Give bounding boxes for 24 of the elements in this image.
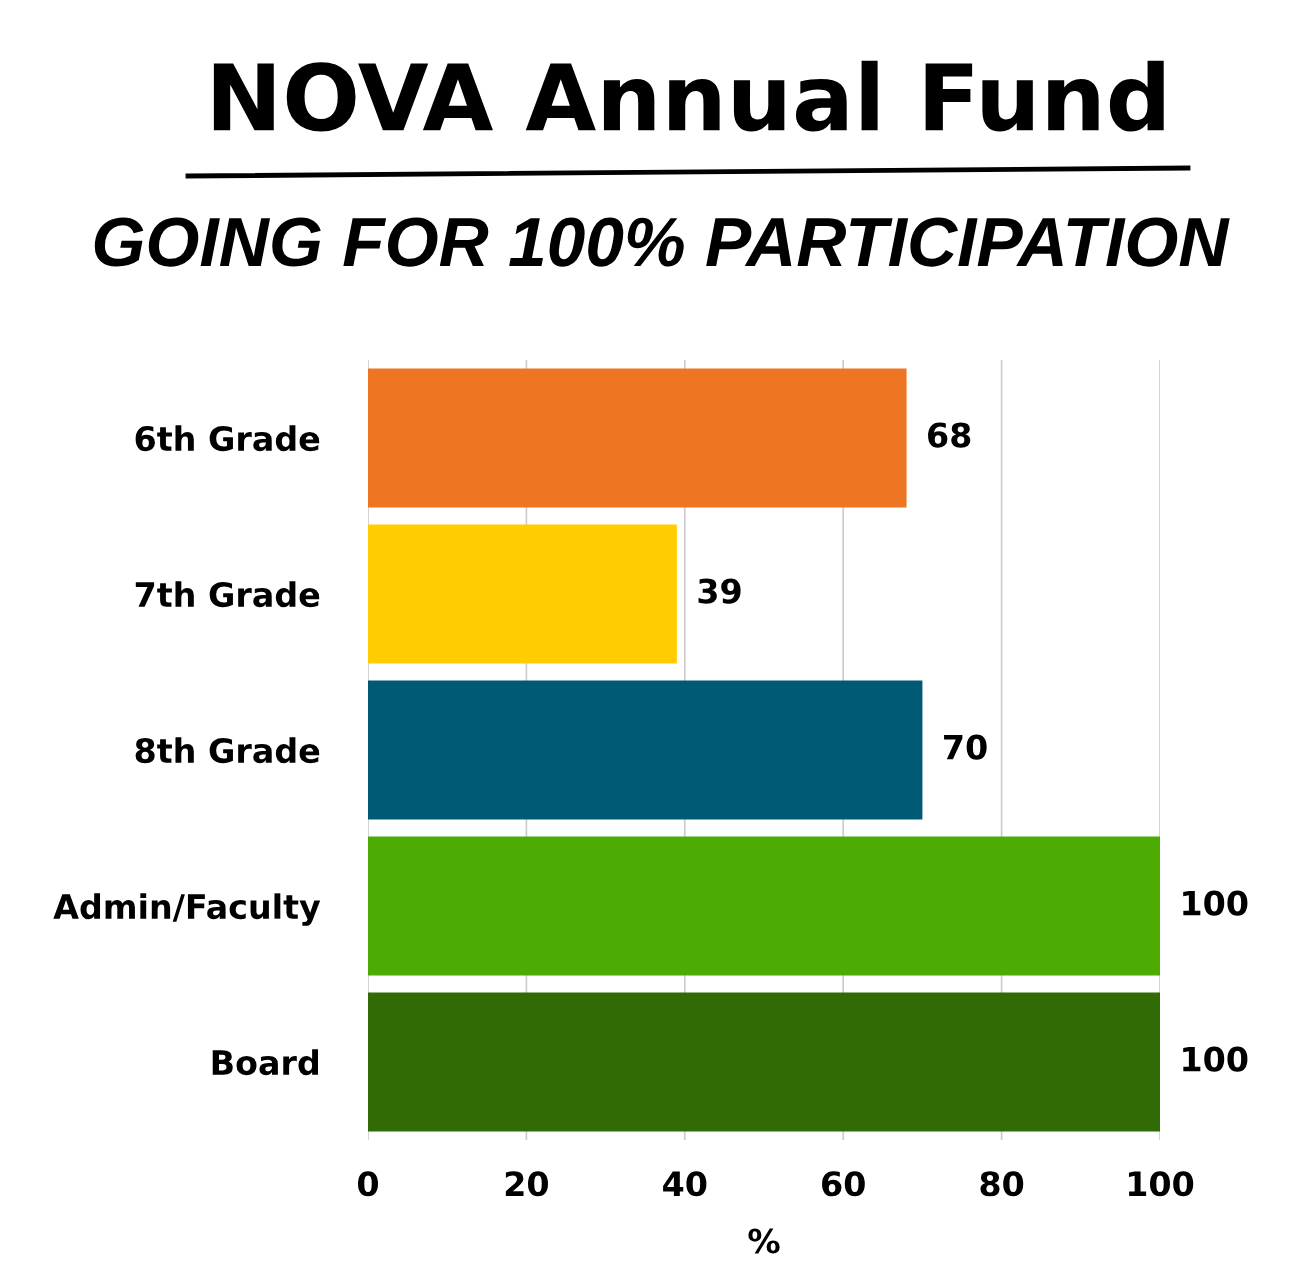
data-label: 100	[1183, 890, 1248, 916]
chart-subtitle: GOING FOR 100% PARTICIPATION	[94, 217, 1230, 267]
chart-title: NOVA Annual Fund	[213, 60, 1164, 132]
bar	[368, 836, 1160, 976]
data-label: 100	[1183, 1046, 1248, 1072]
y-tick-label: Admin/Faculty	[53, 893, 321, 926]
y-tick-label: 6th Grade	[135, 425, 320, 452]
y-tick-label: 8th Grade	[135, 737, 320, 764]
x-tick-label: 80	[980, 1171, 1024, 1197]
y-tick-label: 7th Grade	[135, 581, 320, 608]
bar	[368, 680, 923, 820]
x-tick-label: 20	[505, 1171, 548, 1197]
x-axis-title: %	[748, 1228, 780, 1254]
data-label: 39	[698, 578, 741, 604]
x-tick-label: 100	[1128, 1171, 1194, 1197]
y-tick-label: Board	[212, 1049, 318, 1076]
x-tick-label: 0	[358, 1171, 378, 1197]
bar	[368, 992, 1160, 1132]
data-label: 68	[928, 422, 971, 448]
bar	[368, 368, 907, 508]
bar	[368, 524, 677, 664]
data-label: 70	[944, 734, 987, 760]
x-tick-label: 60	[822, 1171, 865, 1197]
x-tick-label: 40	[663, 1171, 707, 1197]
